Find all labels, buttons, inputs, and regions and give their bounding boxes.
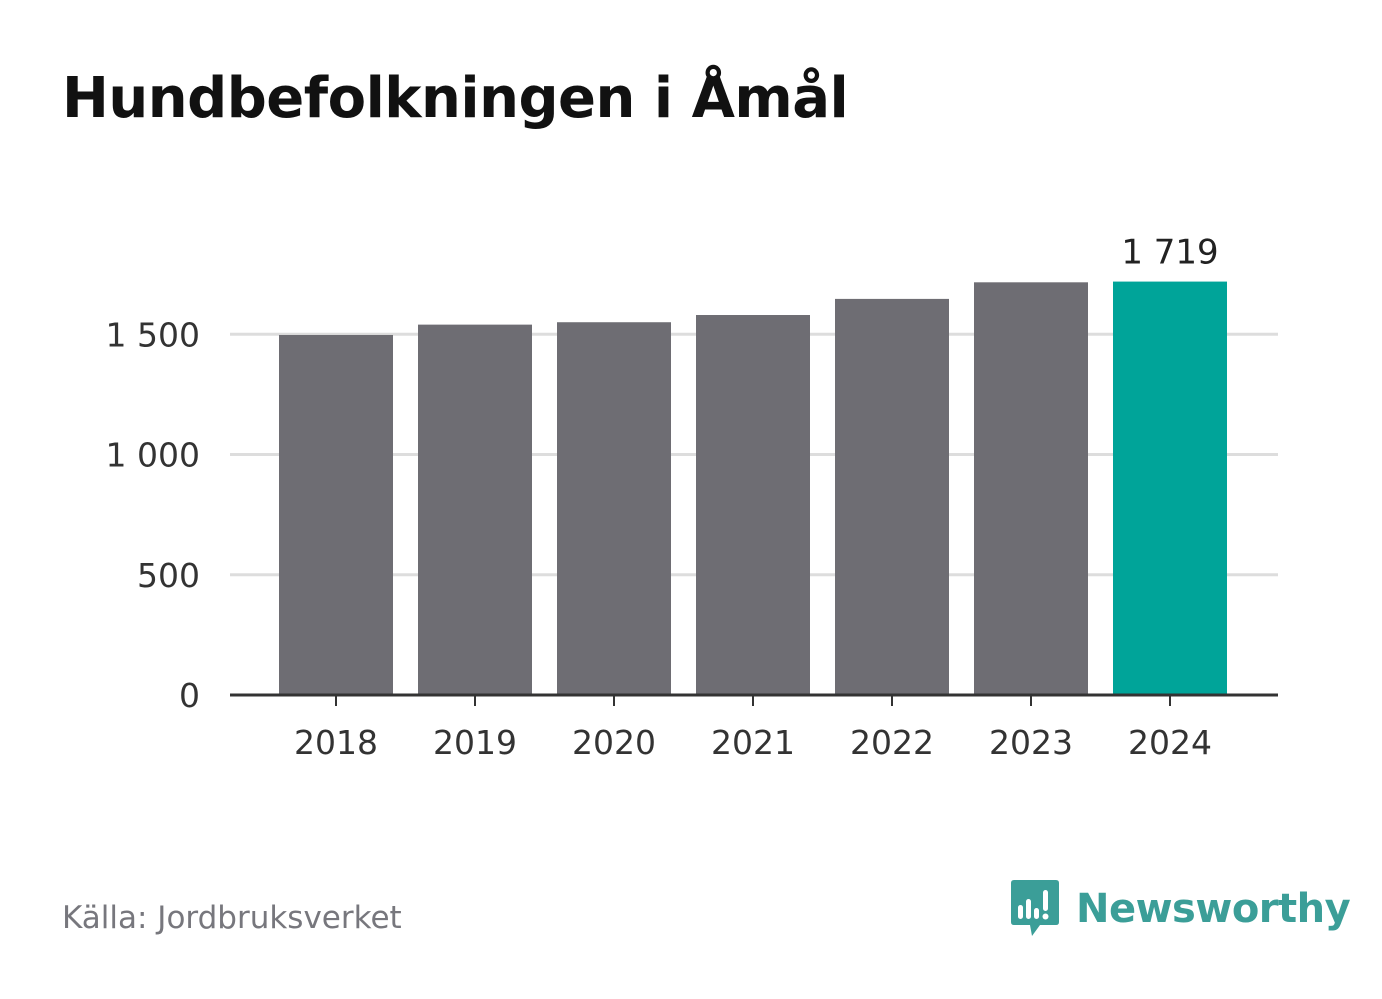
chart-title: Hundbefolkningen i Åmål	[62, 66, 849, 131]
bars	[279, 281, 1227, 695]
bar-2023	[974, 282, 1088, 695]
bar-2018	[279, 334, 393, 695]
newsworthy-logo-icon	[1011, 880, 1059, 936]
bar-chart: 0 500 1 000 1 500 2018 2019 2020 2021 2022 2023 20…	[106, 233, 1278, 762]
y-tick-label: 0	[179, 676, 200, 715]
x-tick-label: 2023	[989, 723, 1073, 762]
bar-2020	[557, 322, 671, 695]
brand-name: Newsworthy	[1076, 886, 1351, 932]
y-tick-label: 500	[137, 556, 200, 595]
x-tick-label: 2018	[294, 723, 378, 762]
y-tick-label: 1 000	[106, 436, 200, 475]
brand: Newsworthy	[1010, 878, 1351, 940]
bar-2024	[1113, 281, 1227, 695]
bar-2021	[696, 315, 810, 695]
labels: 0 500 1 000 1 500 2018 2019 2020 2021 2022 2023 20…	[106, 233, 1219, 762]
data-label: 1 719	[1121, 233, 1218, 273]
source-note: Källa: Jordbruksverket	[62, 900, 402, 936]
x-tick-label: 2021	[711, 723, 795, 762]
x-tick-label: 2022	[850, 723, 934, 762]
x-tick-label: 2019	[433, 723, 517, 762]
y-tick-label: 1 500	[106, 315, 200, 354]
x-tick-label: 2024	[1128, 723, 1212, 762]
bar-2022	[835, 298, 949, 695]
x-tick-label: 2020	[572, 723, 656, 762]
bar-2019	[418, 324, 532, 695]
axes	[230, 693, 1278, 706]
